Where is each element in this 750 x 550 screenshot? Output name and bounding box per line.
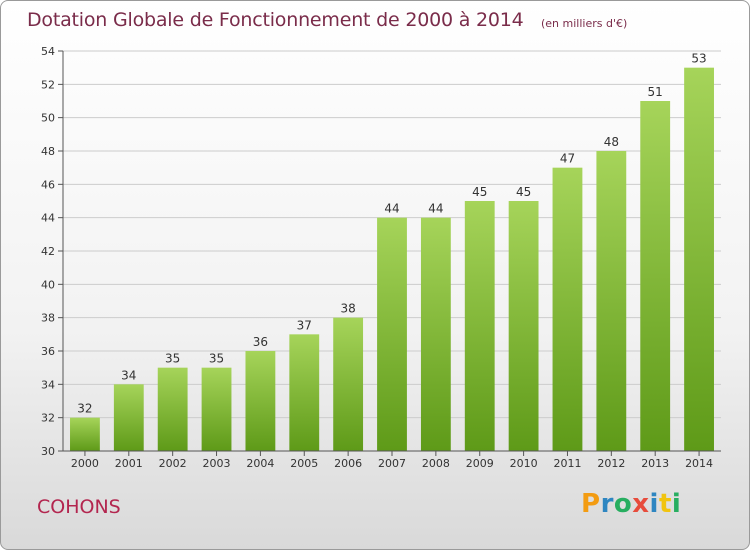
bar-2000 (70, 417, 100, 451)
logo-letter: i (649, 489, 659, 519)
chart-title: Dotation Globale de Fonctionnement de 20… (27, 9, 524, 31)
y-tick-label: 36 (41, 345, 55, 358)
x-tick-label: 2009 (466, 457, 494, 470)
y-tick-label: 42 (41, 245, 55, 258)
bars: 32 34 35 35 36 37 38 44 44 45 45 47 48 51 53 (70, 52, 714, 452)
bar-2012 (596, 151, 627, 451)
y-tick-label: 30 (41, 445, 55, 458)
chart-unit-note: (en milliers d'€) (541, 17, 628, 30)
bar-2006 (333, 317, 364, 451)
axes: 30 32 34 36 38 40 42 44 46 48 50 52 54 2000 2001 2002 20… (41, 45, 721, 470)
bar-value-label: 45 (472, 185, 487, 199)
bar-value-label: 48 (604, 135, 619, 149)
logo-letter: P (581, 489, 601, 519)
bar-value-label: 35 (209, 352, 224, 366)
bar-2001 (113, 384, 144, 451)
bar-value-label: 35 (165, 352, 180, 366)
y-tick-label: 32 (41, 412, 55, 425)
bar-2009 (464, 201, 495, 451)
commune-name: COHONS (37, 496, 121, 518)
x-tick-label: 2008 (422, 457, 450, 470)
x-tick-label: 2007 (378, 457, 406, 470)
bar-2003 (201, 367, 232, 451)
x-tick-label: 2010 (510, 457, 538, 470)
bar-value-label: 44 (428, 202, 443, 216)
y-tick-label: 54 (41, 45, 55, 58)
x-tick-label: 2014 (685, 457, 713, 470)
logo-letter: x (632, 489, 650, 519)
bar-value-label: 37 (297, 318, 312, 332)
y-tick-label: 38 (41, 312, 55, 325)
x-tick-label: 2003 (203, 457, 231, 470)
y-tick-label: 46 (41, 178, 55, 191)
logo-letter: t (658, 489, 672, 519)
bar-value-label: 51 (648, 85, 663, 99)
proxiti-logo[interactable]: Proxiti (581, 489, 681, 519)
logo-letter: o (613, 489, 633, 519)
bar-2005 (289, 334, 320, 451)
bar-2004 (245, 351, 276, 451)
bar-2010 (508, 201, 539, 451)
x-tick-label: 2006 (334, 457, 362, 470)
x-tick-label: 2005 (290, 457, 318, 470)
bar-2008 (420, 217, 451, 451)
y-tick-label: 50 (41, 112, 55, 125)
x-tick-label: 2001 (115, 457, 143, 470)
bar-value-label: 53 (691, 52, 706, 66)
y-tick-label: 34 (41, 378, 55, 391)
y-tick-label: 40 (41, 278, 55, 291)
bar-value-label: 47 (560, 152, 575, 166)
bar-value-label: 38 (340, 302, 355, 316)
x-tick-label: 2013 (641, 457, 669, 470)
bar-2007 (377, 217, 407, 451)
x-tick-label: 2004 (246, 457, 274, 470)
y-tick-label: 48 (41, 145, 55, 158)
x-tick-label: 2002 (159, 457, 187, 470)
bar-value-label: 34 (121, 368, 136, 382)
bar-value-label: 36 (253, 335, 268, 349)
bar-value-label: 44 (384, 202, 399, 216)
x-tick-label: 2011 (553, 457, 581, 470)
y-tick-label: 52 (41, 78, 55, 91)
x-tick-label: 2000 (71, 457, 99, 470)
y-tick-label: 44 (41, 212, 55, 225)
logo-letter: r (600, 489, 614, 519)
bar-2002 (157, 367, 188, 451)
bar-2014 (684, 67, 714, 452)
bar-value-label: 45 (516, 185, 531, 199)
bar-value-label: 32 (77, 402, 92, 416)
bar-2011 (552, 167, 583, 451)
logo-letter: i (671, 489, 682, 519)
bar-2013 (640, 101, 671, 451)
x-tick-label: 2012 (597, 457, 625, 470)
